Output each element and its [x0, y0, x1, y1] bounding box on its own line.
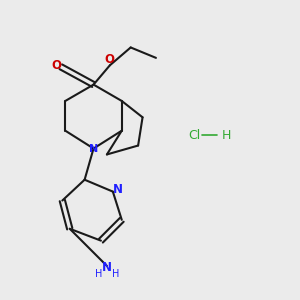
Text: H: H [222, 129, 231, 142]
Text: O: O [105, 53, 115, 66]
Text: H: H [112, 269, 119, 279]
Text: H: H [95, 269, 102, 279]
Text: N: N [102, 261, 112, 274]
Text: N: N [89, 143, 98, 154]
Text: Cl: Cl [188, 129, 200, 142]
Text: O: O [51, 59, 62, 72]
Text: N: N [113, 183, 123, 196]
